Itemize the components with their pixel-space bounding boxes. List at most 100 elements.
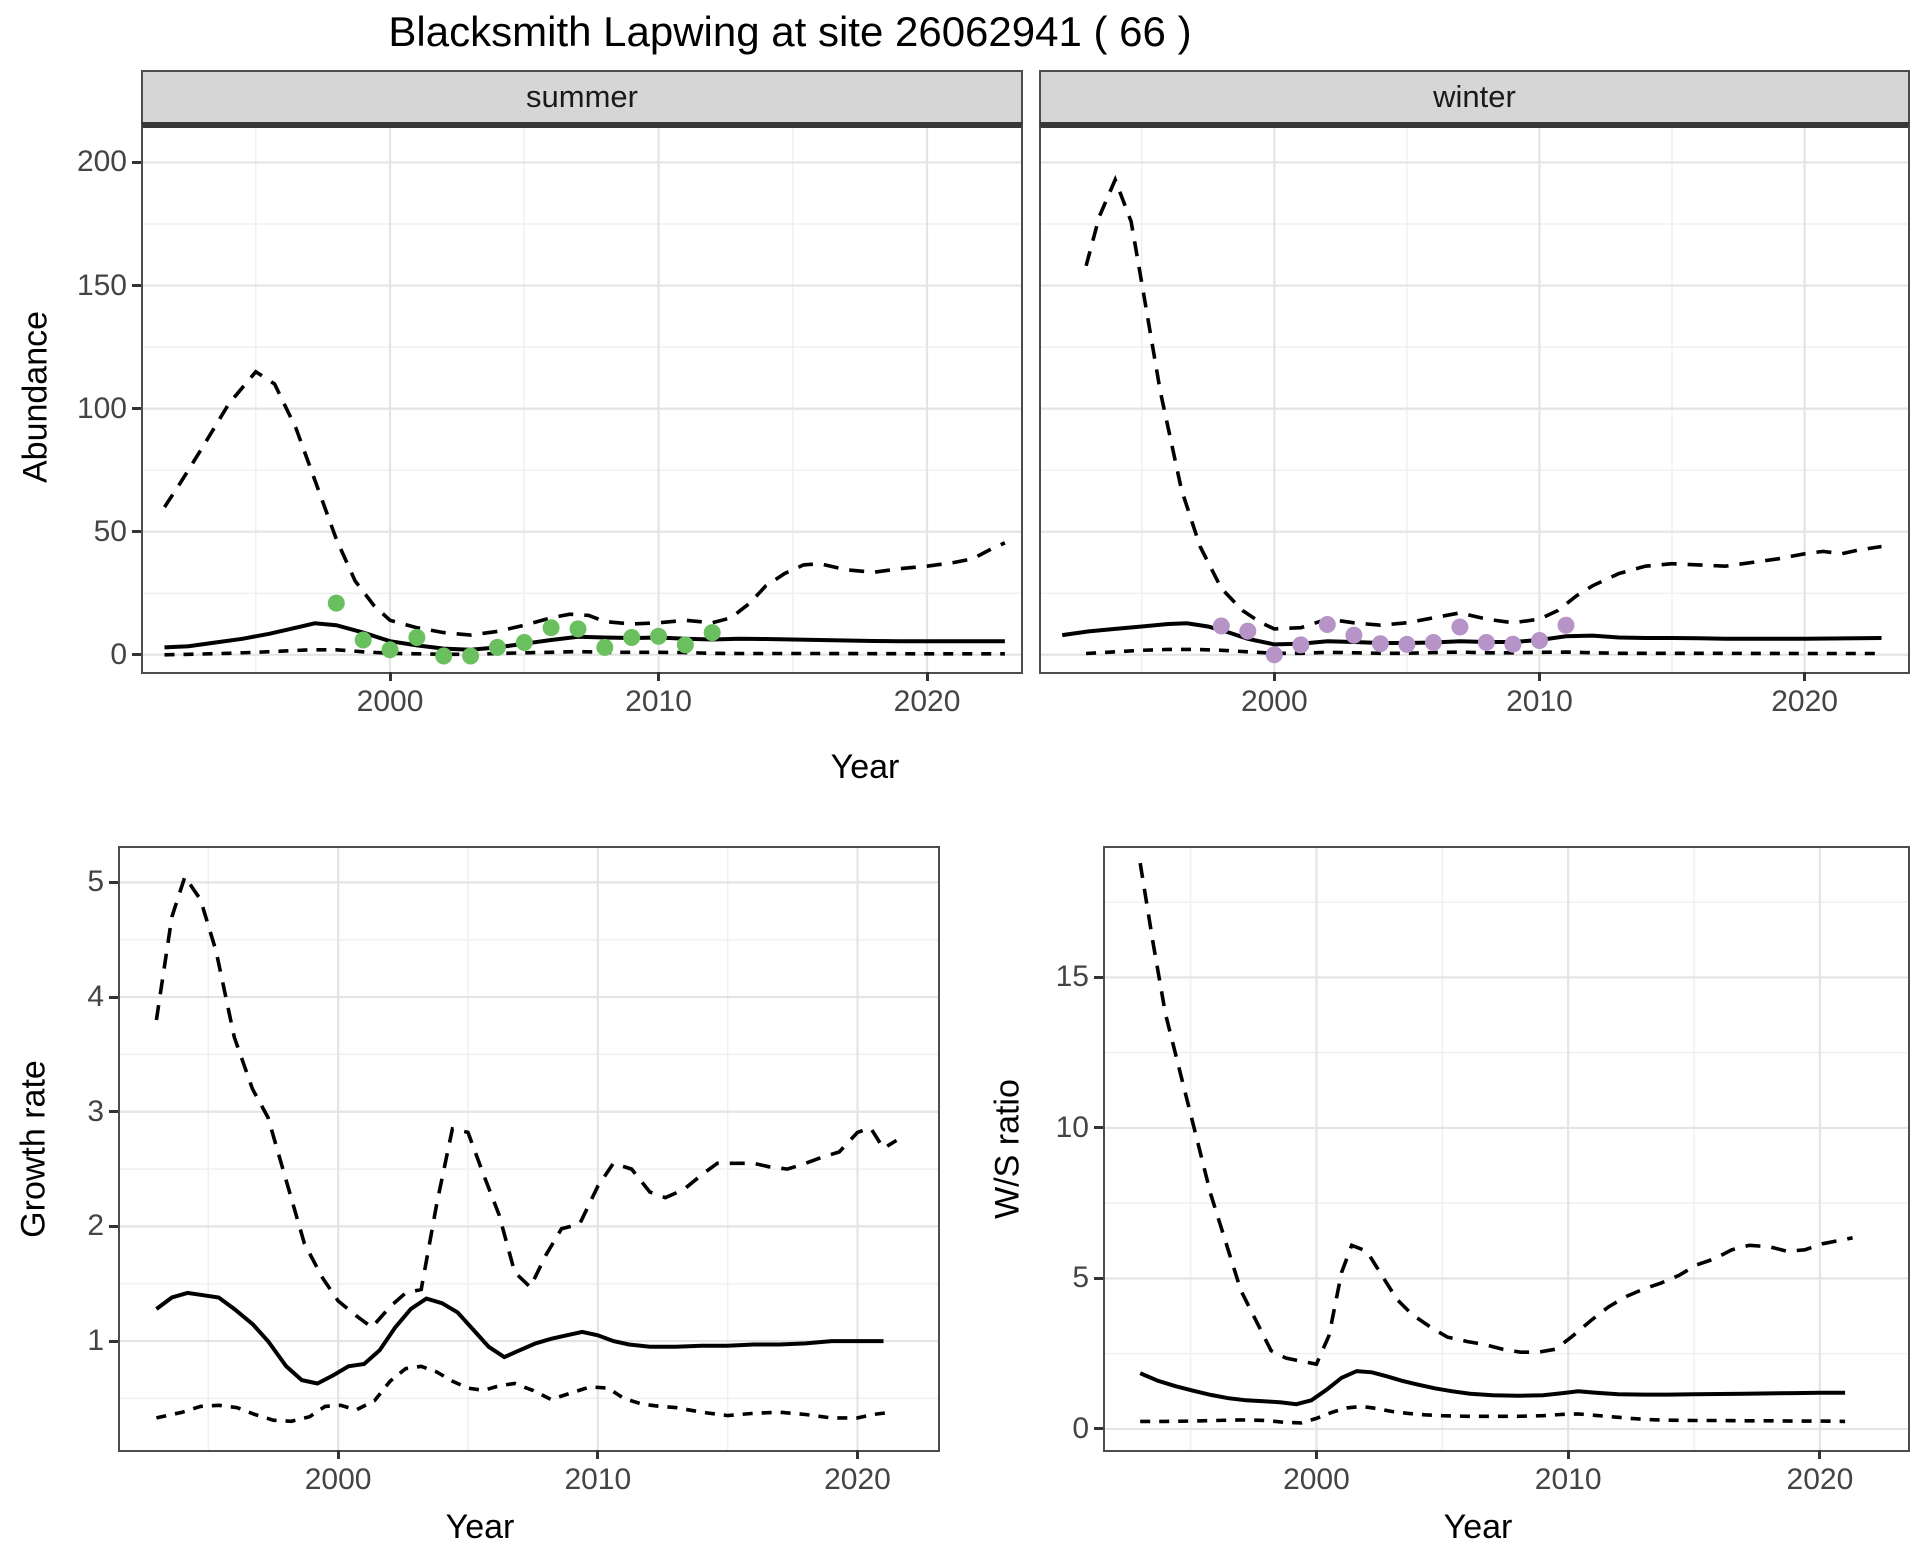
y-axis-tick-label: 0 [110,637,127,671]
facet-strip-summer: summer [141,70,1023,122]
abundance-summer-panel: 2000 2010 2020 0 50 100 150 200 [77,122,1023,718]
y-axis-tick-label: 50 [93,514,127,548]
x-axis-tick [336,1450,340,1459]
ws_ratio-canvas [1105,848,1908,1450]
growth-year-axis-title: Year [445,1508,515,1546]
winter_counts-point [1239,622,1257,640]
winter_counts-point [1398,635,1416,653]
x-axis-tick [388,672,392,681]
abundance-axis-title: Abundance [16,310,55,484]
winter_counts-point [1292,636,1310,654]
y-axis-tick-label: 1 [87,1324,104,1358]
winter_counts-point [1424,634,1442,651]
x-axis-tick-label: 2000 [356,685,424,718]
summer_counts-point [408,629,426,646]
x-axis-tick-label: 2010 [564,1463,632,1496]
y-axis-tick-label: 2 [87,1209,104,1243]
y-axis-tick-label: 5 [87,865,104,899]
y-axis-tick-label: 100 [76,391,127,425]
y-axis-tick [1094,975,1103,979]
summer_counts-point [596,638,614,656]
y-axis-tick [132,653,141,657]
x-axis-tick-label: 2010 [625,685,692,718]
ws-ratio-panel: 2000 2010 2020 0 5 10 15 [1056,846,1910,1496]
x-axis-tick [1272,672,1276,681]
x-axis-tick [925,672,929,681]
growth-rate-panel: 2000 2010 2020 1 2 3 4 5 [87,846,940,1496]
summer_counts-point [327,594,345,612]
abundance_winter-canvas [1041,128,1908,672]
chart-title: Blacksmith Lapwing at site 26062941 ( 66… [388,8,1192,55]
summer_counts-point [488,638,506,656]
y-axis-tick-label: 10 [1055,1110,1089,1144]
abundance_summer-canvas [143,128,1021,672]
abundance-winter-panel: 2000 2010 2020 [1039,122,1910,718]
facet-strip-winter-label: winter [1433,79,1516,114]
x-axis-tick [657,672,661,681]
summer_counts-point [703,624,721,642]
growth_rate-upper_ci-line [154,872,898,1330]
summer_counts-point [569,620,587,638]
y-axis-tick [1094,1276,1103,1280]
abundance_winter-lower_ci-line [1085,647,1882,656]
ws-ratio-axis-title: W/S ratio [988,1079,1027,1219]
x-axis-tick-label: 2000 [1283,1463,1350,1496]
summer_counts-point [435,647,453,665]
top-year-axis-title: Year [830,748,900,786]
abundance_winter-upper_ci-line [1084,174,1882,631]
y-axis-tick [109,1110,118,1114]
x-axis-tick-label: 2000 [1240,685,1308,718]
x-axis-tick-label: 2020 [893,685,961,718]
x-axis-tick-label: 2010 [1534,1463,1602,1496]
winter_counts-point [1477,634,1495,651]
winter_counts-point [1318,616,1336,633]
x-axis-tick [855,1450,859,1459]
x-axis-tick-label: 2000 [304,1463,372,1496]
abundance_summer-median-line [164,621,1005,652]
x-axis-tick [1314,1450,1318,1459]
summer_counts-point [381,641,399,659]
y-axis-tick [1094,1427,1103,1431]
y-axis-tick [1094,1126,1103,1130]
abundance_winter-median-line [1061,621,1882,647]
y-axis-tick-label: 200 [76,145,127,179]
y-axis-tick-label: 0 [1072,1411,1089,1445]
x-axis-tick [1566,1450,1570,1459]
summer_counts-point [650,627,667,645]
y-axis-tick-label: 150 [76,268,127,302]
x-axis-tick-label: 2020 [1771,685,1838,718]
x-axis-tick [596,1450,600,1459]
summer_counts-point [462,647,480,665]
y-axis-tick-label: 4 [87,980,104,1014]
y-axis-tick [132,530,141,534]
facet-strip-winter: winter [1039,70,1910,122]
summer_counts-point [542,619,560,637]
x-axis-tick-label: 2020 [824,1463,891,1496]
x-axis-tick [1818,1450,1822,1459]
growth_rate-median-line [155,1290,884,1386]
growth_rate-canvas [120,848,938,1450]
winter_counts-point [1557,616,1575,634]
ws_ratio-upper_ci-line [1138,862,1853,1367]
y-axis-tick [132,284,141,288]
facet-strip-summer-label: summer [526,79,638,114]
winter_counts-point [1451,618,1469,636]
summer_counts-point [354,631,372,649]
summer_counts-point [676,636,694,654]
y-axis-tick [109,1224,118,1228]
y-axis-tick [109,1339,118,1343]
x-axis-tick [1803,672,1807,681]
y-axis-tick-label: 5 [1072,1261,1089,1295]
y-axis-tick [132,407,141,411]
y-axis-tick-label: 15 [1055,960,1089,994]
y-axis-tick [132,160,141,164]
ws_ratio-lower_ci-line [1140,1404,1846,1425]
ws-year-axis-title: Year [1443,1508,1513,1546]
abundance_summer-upper_ci-line [162,369,1006,637]
x-axis-tick-label: 2020 [1786,1463,1854,1496]
summer_counts-point [623,629,641,646]
winter_counts-point [1265,646,1283,664]
abundance_summer-lower_ci-line [164,648,1005,657]
x-axis-tick-label: 2010 [1506,685,1573,718]
